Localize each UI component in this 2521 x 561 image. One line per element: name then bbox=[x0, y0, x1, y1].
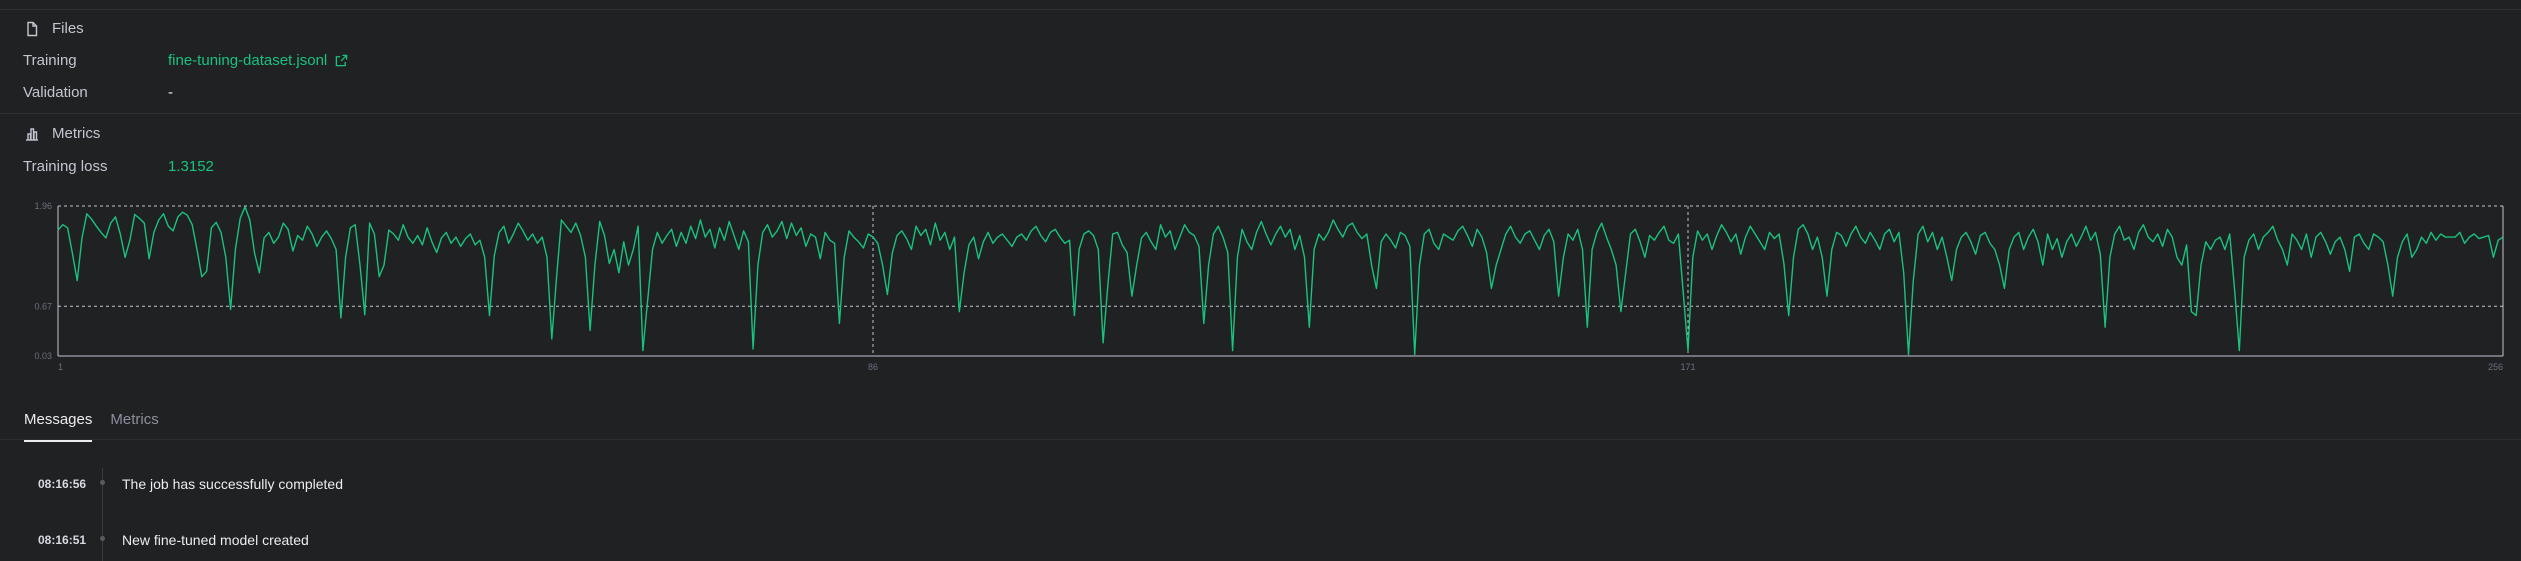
training-loss-value: 1.3152 bbox=[168, 158, 214, 175]
training-loss-chart: 1.96 0.67 0.03 1 86 171 256 bbox=[34, 201, 2504, 372]
validation-file-label: Validation bbox=[23, 84, 88, 101]
training-file-link[interactable]: fine-tuning-dataset.jsonl bbox=[168, 52, 348, 69]
top-divider bbox=[0, 9, 2521, 10]
message-time: 08:16:56 bbox=[38, 477, 87, 491]
training-file-name: fine-tuning-dataset.jsonl bbox=[168, 52, 328, 69]
tab-metrics[interactable]: Metrics bbox=[110, 411, 159, 428]
messages-metrics-tabs: Messages Metrics bbox=[24, 411, 177, 442]
file-icon bbox=[24, 21, 40, 37]
x-tick-label: 171 bbox=[1680, 362, 1695, 372]
tabs-divider bbox=[0, 439, 2521, 440]
x-tick-label: 1 bbox=[58, 362, 63, 372]
files-heading-label: Files bbox=[52, 20, 84, 37]
message-time: 08:16:51 bbox=[38, 533, 87, 547]
external-link-icon bbox=[335, 54, 348, 67]
plot-border bbox=[57, 205, 2504, 357]
message-text: The job has successfully completed bbox=[122, 476, 343, 492]
y-tick-label: 0.67 bbox=[34, 301, 52, 311]
timeline-dot bbox=[100, 480, 105, 485]
message-text: New fine-tuned model created bbox=[122, 532, 309, 548]
files-metrics-divider bbox=[0, 113, 2521, 114]
validation-file-value: - bbox=[168, 84, 173, 101]
timeline-dot bbox=[100, 536, 105, 541]
files-heading: Files bbox=[24, 20, 84, 37]
training-file-label: Training bbox=[23, 52, 77, 69]
loss-series-line bbox=[57, 206, 2504, 356]
metrics-heading: Metrics bbox=[24, 125, 100, 142]
metrics-heading-label: Metrics bbox=[52, 125, 101, 142]
bar-chart-icon bbox=[24, 126, 40, 142]
training-loss-label: Training loss bbox=[23, 158, 108, 175]
tab-messages[interactable]: Messages bbox=[24, 411, 93, 442]
timeline-line bbox=[102, 468, 103, 561]
x-tick-label: 256 bbox=[2488, 362, 2503, 372]
y-tick-label: 0.03 bbox=[34, 351, 52, 361]
y-tick-label: 1.96 bbox=[34, 201, 52, 211]
x-tick-label: 86 bbox=[868, 362, 878, 372]
